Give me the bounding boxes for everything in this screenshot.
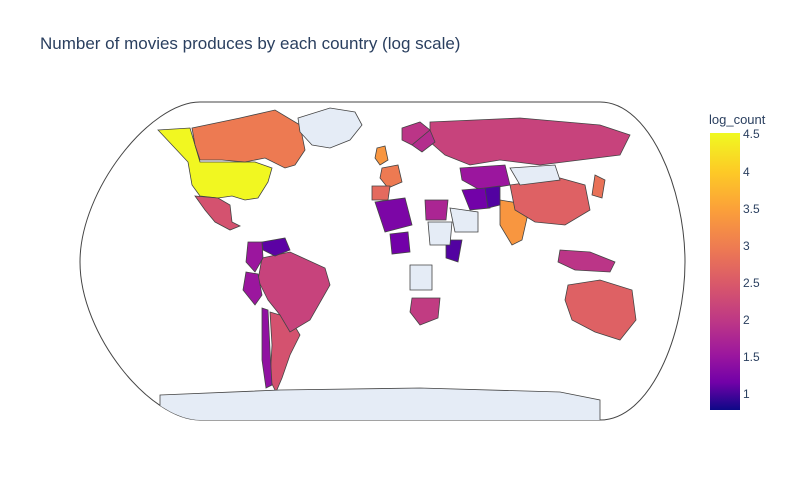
country-south-africa[interactable]	[409, 297, 441, 326]
colorbar-tick: 2	[743, 312, 750, 327]
country-japan[interactable]	[591, 174, 606, 199]
country-iran[interactable]	[461, 187, 491, 211]
country-chile[interactable]	[261, 307, 273, 389]
country-angola[interactable]	[409, 264, 433, 291]
colorbar	[710, 133, 740, 410]
country-saudi-arabia[interactable]	[449, 207, 479, 233]
colorbar-tick: 4.5	[743, 127, 760, 142]
country-mexico[interactable]	[194, 195, 241, 231]
country-kenya[interactable]	[445, 239, 463, 263]
country-australia[interactable]	[564, 279, 637, 341]
colorbar-tick: 2.5	[743, 275, 760, 290]
country-brazil[interactable]	[257, 251, 331, 333]
country-antarctica[interactable]	[159, 387, 601, 430]
country-united-kingdom[interactable]	[374, 145, 389, 166]
country-france[interactable]	[379, 164, 403, 189]
country-greenland[interactable]	[297, 107, 363, 149]
country-sudan[interactable]	[427, 221, 453, 246]
colorbar-tick: 3.5	[743, 201, 760, 216]
country-pakistan[interactable]	[484, 185, 501, 209]
country-sweden[interactable]	[411, 129, 436, 153]
country-algeria[interactable]	[374, 197, 413, 233]
colorbar-tick: 3	[743, 238, 750, 253]
colorbar-tick: 1	[743, 386, 750, 401]
country-nigeria[interactable]	[389, 231, 411, 255]
country-china[interactable]	[509, 177, 591, 226]
country-russia[interactable]	[429, 117, 631, 166]
colorbar-title: log_count	[709, 112, 766, 127]
country-mongolia[interactable]	[509, 164, 561, 186]
country-peru[interactable]	[242, 271, 263, 306]
country-colombia[interactable]	[245, 241, 264, 273]
country-egypt[interactable]	[424, 199, 449, 221]
country-venezuela[interactable]	[261, 237, 291, 257]
colorbar-tick: 4	[743, 164, 750, 179]
chart-title: Number of movies produces by each countr…	[40, 34, 461, 53]
country-spain[interactable]	[371, 185, 391, 201]
country-indonesia[interactable]	[557, 249, 616, 273]
country-canada[interactable]	[191, 109, 306, 169]
colorbar-tick: 1.5	[743, 349, 760, 364]
